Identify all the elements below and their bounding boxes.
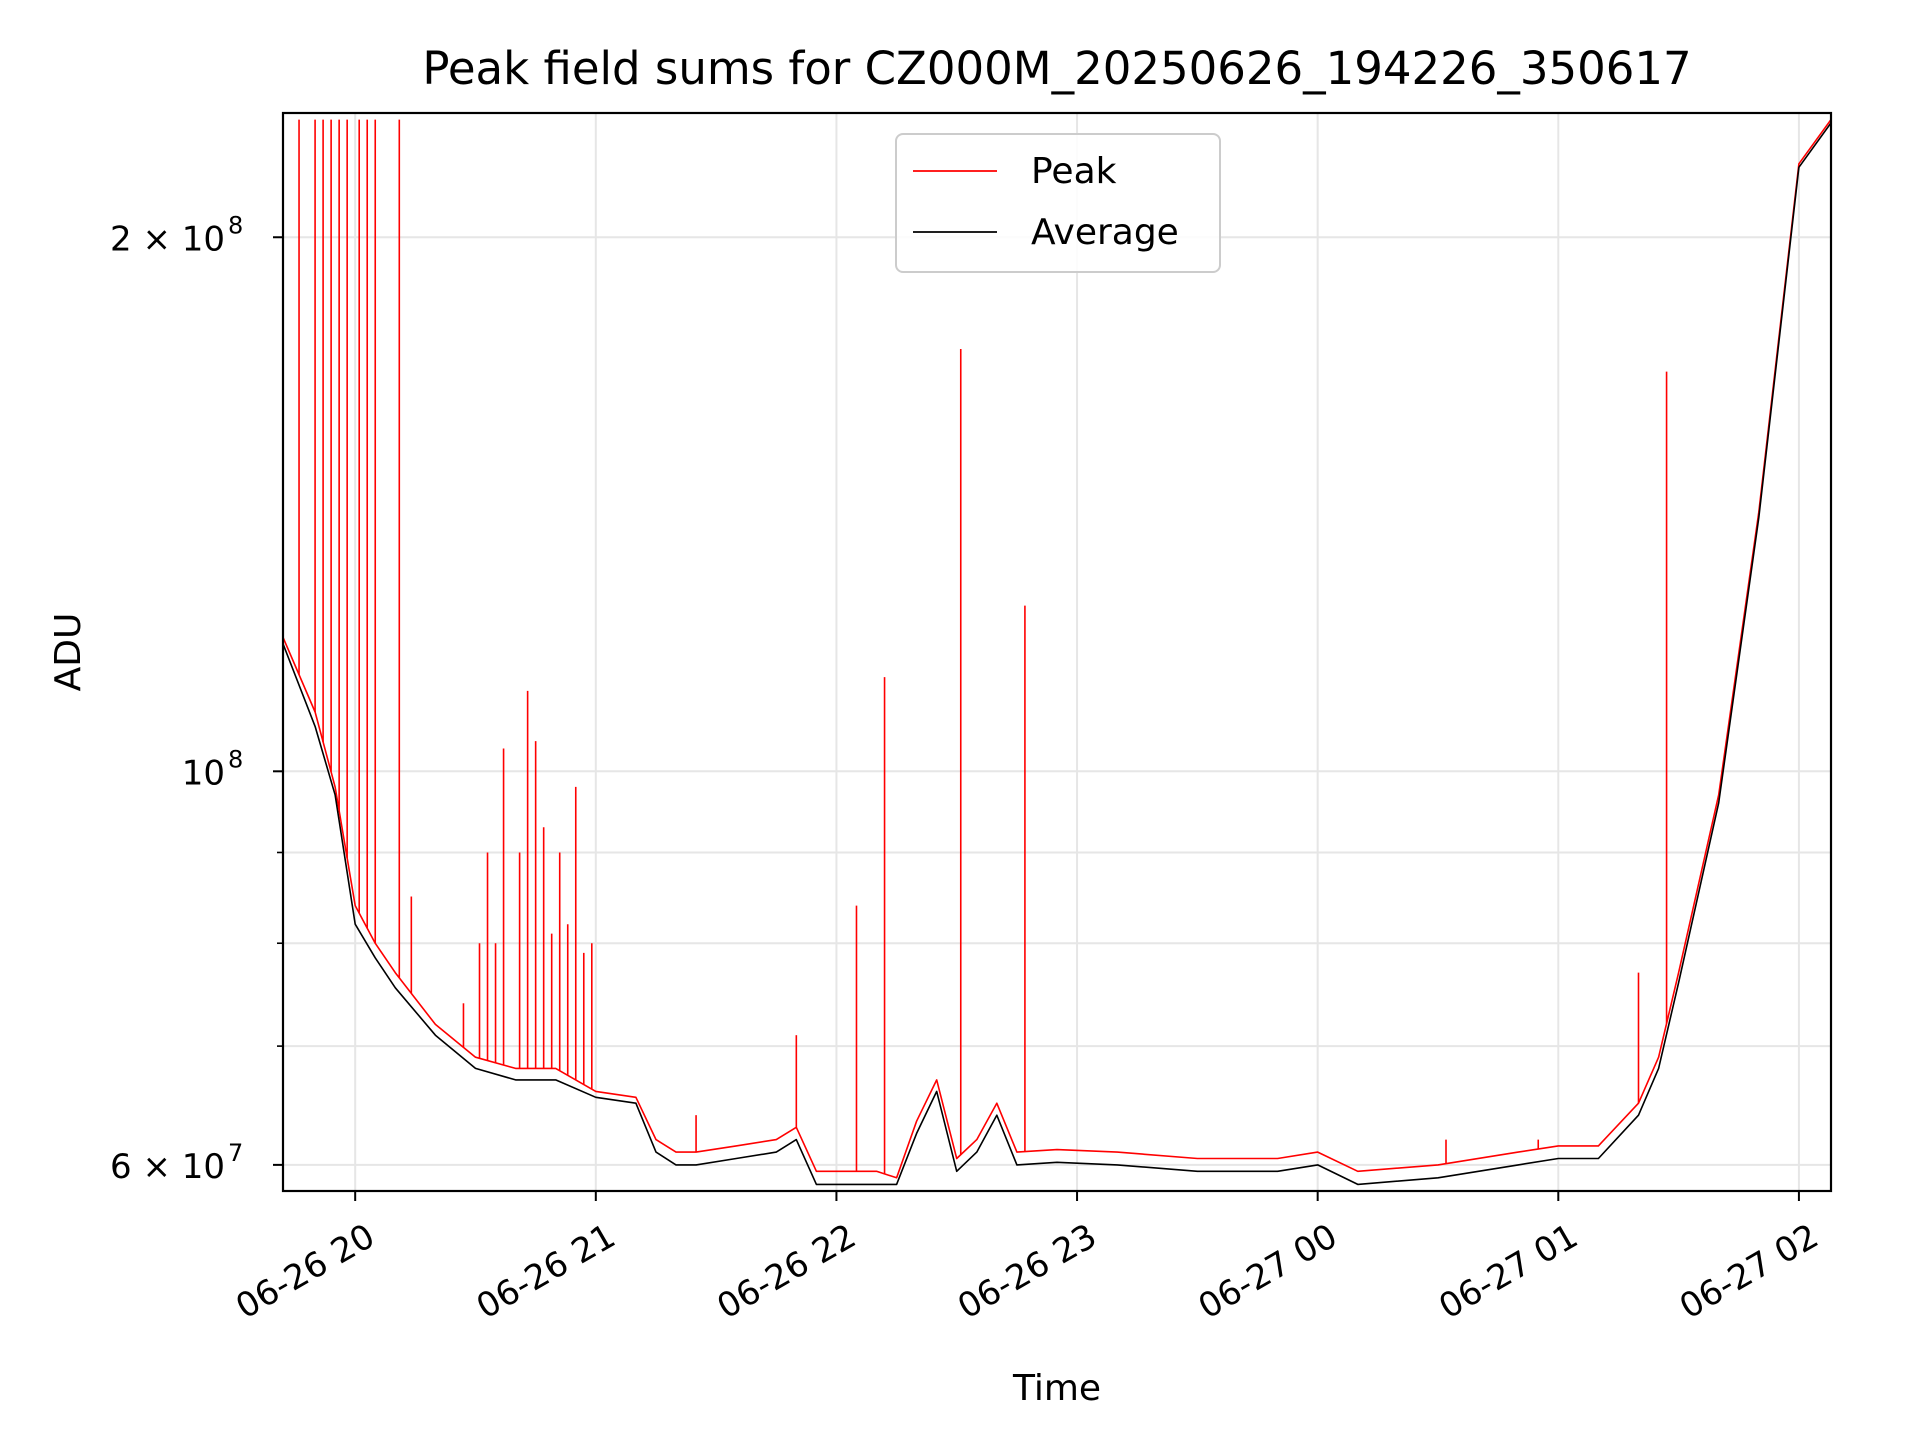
- y-tick-label: 10: [182, 753, 225, 793]
- legend: Peak Average: [895, 133, 1221, 273]
- plot-frame: [281, 111, 1833, 1193]
- y-axis: 6 × 10 710 82 × 10 8: [110, 211, 283, 1187]
- y-tick-label: 6 × 10: [110, 1147, 225, 1187]
- y-tick-label-exponent: 8: [228, 745, 243, 773]
- y-tick-label-exponent: 7: [228, 1139, 243, 1167]
- series-line-peak: [283, 119, 1831, 1179]
- y-tick-label-exponent: 8: [228, 211, 243, 239]
- legend-label-peak: Peak: [1031, 151, 1117, 192]
- legend-label-average: Average: [1031, 212, 1179, 253]
- y-tick-label: 2 × 10: [110, 219, 225, 259]
- legend-box: [895, 133, 1221, 273]
- y-axis-label: ADU: [48, 613, 89, 692]
- series-layer: [283, 119, 1831, 1186]
- grid: [283, 113, 1831, 1191]
- series-line-average: [283, 122, 1831, 1186]
- x-axis-label: Time: [1012, 1368, 1101, 1409]
- chart-title: Peak field sums for CZ000M_20250626_1942…: [422, 42, 1691, 95]
